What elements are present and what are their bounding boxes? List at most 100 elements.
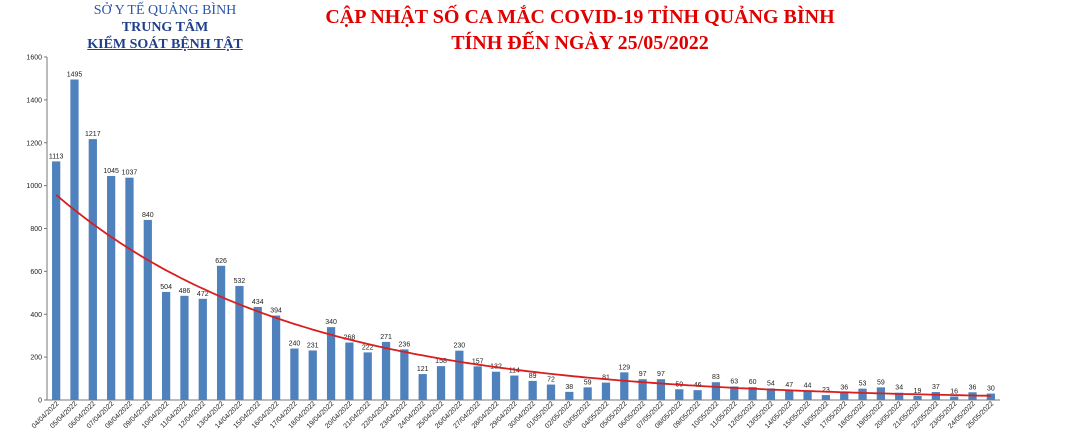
- data-label: 472: [197, 291, 209, 298]
- data-label: 121: [417, 366, 429, 373]
- data-label: 89: [529, 373, 537, 380]
- bar: [620, 372, 629, 400]
- y-tick-label: 1400: [26, 97, 42, 104]
- data-label: 268: [344, 335, 356, 342]
- bar: [143, 219, 152, 400]
- bar: [491, 371, 501, 400]
- org-name: KIỂM SOÁT BỆNH TẬT: [87, 37, 243, 52]
- bar: [693, 390, 702, 400]
- data-label: 222: [362, 344, 374, 351]
- bar: [858, 388, 867, 400]
- data-label: 157: [472, 358, 484, 365]
- bar: [235, 285, 244, 400]
- data-label: 72: [547, 377, 555, 384]
- y-tick-label: 1600: [26, 55, 42, 62]
- data-label: 231: [307, 342, 319, 349]
- y-tick-label: 1200: [26, 140, 42, 147]
- y-tick-label: 600: [30, 269, 42, 276]
- bar: [363, 352, 372, 400]
- data-label: 47: [785, 382, 793, 389]
- y-tick-label: 400: [30, 312, 42, 319]
- y-tick-label: 1000: [26, 183, 42, 190]
- chart-subtitle: TÍNH ĐẾN NGÀY 25/05/2022: [451, 32, 709, 54]
- bar: [52, 161, 61, 400]
- data-label: 240: [289, 341, 301, 348]
- trend-line: [55, 194, 991, 397]
- data-label: 340: [325, 319, 337, 326]
- data-label: 34: [895, 385, 903, 392]
- data-label: 1495: [67, 72, 83, 79]
- bar: [748, 387, 757, 400]
- data-label: 81: [602, 375, 610, 382]
- data-label: 271: [380, 334, 392, 341]
- bar: [162, 291, 171, 400]
- bar: [656, 379, 666, 400]
- data-label: 38: [565, 384, 573, 391]
- data-label: 59: [584, 379, 592, 386]
- bar: [70, 79, 79, 401]
- chart-title: CẬP NHẬT SỐ CA MẮC COVID-19 TỈNH QUẢNG B…: [325, 6, 835, 28]
- y-tick-label: 0: [38, 398, 42, 405]
- data-label: 1045: [103, 168, 119, 175]
- bar: [271, 315, 281, 400]
- chart-title-block: CẬP NHẬT SỐ CA MẮC COVID-19 TỈNH QUẢNG B…: [300, 4, 860, 56]
- data-label: 434: [252, 299, 264, 306]
- data-label: 30: [987, 386, 995, 393]
- data-label: 44: [804, 383, 812, 390]
- bar: [931, 392, 940, 400]
- data-label: 97: [639, 371, 647, 378]
- org-department: SỞ Y TẾ QUẢNG BÌNH: [93, 3, 237, 18]
- bar: [583, 387, 592, 400]
- data-label: 53: [859, 381, 867, 388]
- bar: [986, 393, 995, 400]
- bar: [528, 380, 537, 400]
- data-label: 36: [969, 384, 977, 391]
- bar: [326, 327, 336, 400]
- data-label: 23: [822, 387, 830, 394]
- data-label: 1217: [85, 131, 101, 138]
- bar: [546, 384, 556, 400]
- data-label: 129: [618, 364, 630, 371]
- bar: [88, 139, 97, 400]
- bar: [400, 349, 409, 400]
- org-center: TRUNG TÂM: [121, 20, 209, 35]
- data-label: 158: [435, 358, 447, 365]
- bar: [308, 350, 317, 400]
- data-label: 114: [509, 368, 520, 375]
- data-label: 1113: [49, 153, 64, 160]
- data-label: 83: [712, 374, 720, 381]
- bar: [895, 392, 904, 400]
- bar: [766, 388, 776, 400]
- bar: [436, 366, 446, 400]
- bar: [785, 389, 794, 400]
- bar: [638, 379, 647, 400]
- data-label: 36: [840, 384, 848, 391]
- data-label: 97: [657, 371, 665, 378]
- data-label: 63: [730, 378, 738, 385]
- bar: [381, 341, 391, 400]
- bar: [125, 177, 134, 400]
- bar: [216, 265, 226, 400]
- bar: [821, 395, 831, 400]
- data-label: 532: [234, 278, 246, 285]
- data-label: 840: [142, 212, 154, 219]
- bar: [950, 396, 959, 400]
- bar: [913, 395, 922, 400]
- bar: [675, 389, 684, 400]
- organization-header: SỞ Y TẾ QUẢNG BÌNH TRUNG TÂM KIỂM SOÁT B…: [50, 2, 280, 53]
- bar: [290, 348, 299, 400]
- data-label: 16: [950, 389, 958, 396]
- y-tick-label: 200: [30, 355, 42, 362]
- data-label: 236: [399, 341, 411, 348]
- data-label: 19: [914, 388, 922, 395]
- bar: [601, 382, 611, 400]
- data-label: 54: [767, 380, 775, 387]
- data-label: 504: [160, 284, 172, 291]
- bar: [803, 390, 812, 400]
- data-label: 60: [749, 379, 757, 386]
- data-label: 37: [932, 384, 940, 391]
- data-label: 626: [215, 258, 227, 265]
- bar: [840, 392, 849, 400]
- bar: [345, 342, 354, 400]
